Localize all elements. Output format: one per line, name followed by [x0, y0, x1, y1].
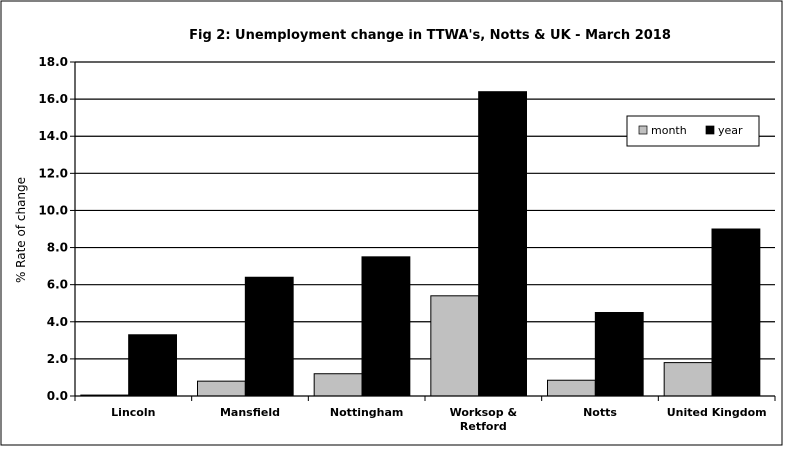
x-category-label: Retford [460, 420, 507, 433]
chart-title: Fig 2: Unemployment change in TTWA's, No… [189, 28, 671, 43]
y-tick-label: 8.0 [47, 241, 68, 255]
x-category-label: Worksop & [450, 406, 518, 419]
y-tick-label: 18.0 [38, 55, 68, 69]
y-tick-label: 2.0 [47, 352, 68, 366]
axis-layer: 0.0 2.0 4.0 6.0 8.0 10.0 12.0 14.0 16.0 18.0 Linco… [38, 55, 776, 433]
bar-year [361, 256, 411, 397]
legend-label-year: year [718, 124, 743, 137]
y-tick-label: 10.0 [38, 203, 68, 217]
y-tick-label: 6.0 [47, 278, 68, 292]
x-category-label: Notts [583, 406, 617, 419]
legend-box [626, 115, 760, 147]
bars-layer [80, 91, 761, 397]
bar-month [313, 373, 363, 397]
bar-year [478, 91, 527, 397]
x-category-label: Lincoln [111, 406, 155, 419]
bar-month [430, 295, 480, 397]
bar-month [197, 380, 246, 397]
y-axis-label: % Rate of change [14, 177, 28, 283]
y-tick-label: 14.0 [38, 129, 68, 143]
y-tick-label: 0.0 [47, 389, 68, 403]
x-category-label: Nottingham [330, 406, 403, 419]
bar-year [244, 276, 294, 397]
bar-year [594, 312, 644, 397]
x-category-label: United Kingdom [667, 406, 767, 419]
y-tick-label: 12.0 [38, 166, 68, 180]
legend-label-month: month [651, 124, 687, 137]
legend: month year [626, 115, 760, 147]
bar-month [663, 362, 713, 397]
bar-year [711, 228, 761, 397]
bar-year [128, 334, 178, 397]
x-category-label: Mansfield [220, 406, 280, 419]
legend-swatch-month [638, 125, 648, 135]
y-tick-label: 16.0 [38, 92, 68, 106]
y-tick-label: 4.0 [47, 315, 68, 329]
bar-month [547, 379, 596, 397]
legend-swatch-year [705, 125, 715, 135]
